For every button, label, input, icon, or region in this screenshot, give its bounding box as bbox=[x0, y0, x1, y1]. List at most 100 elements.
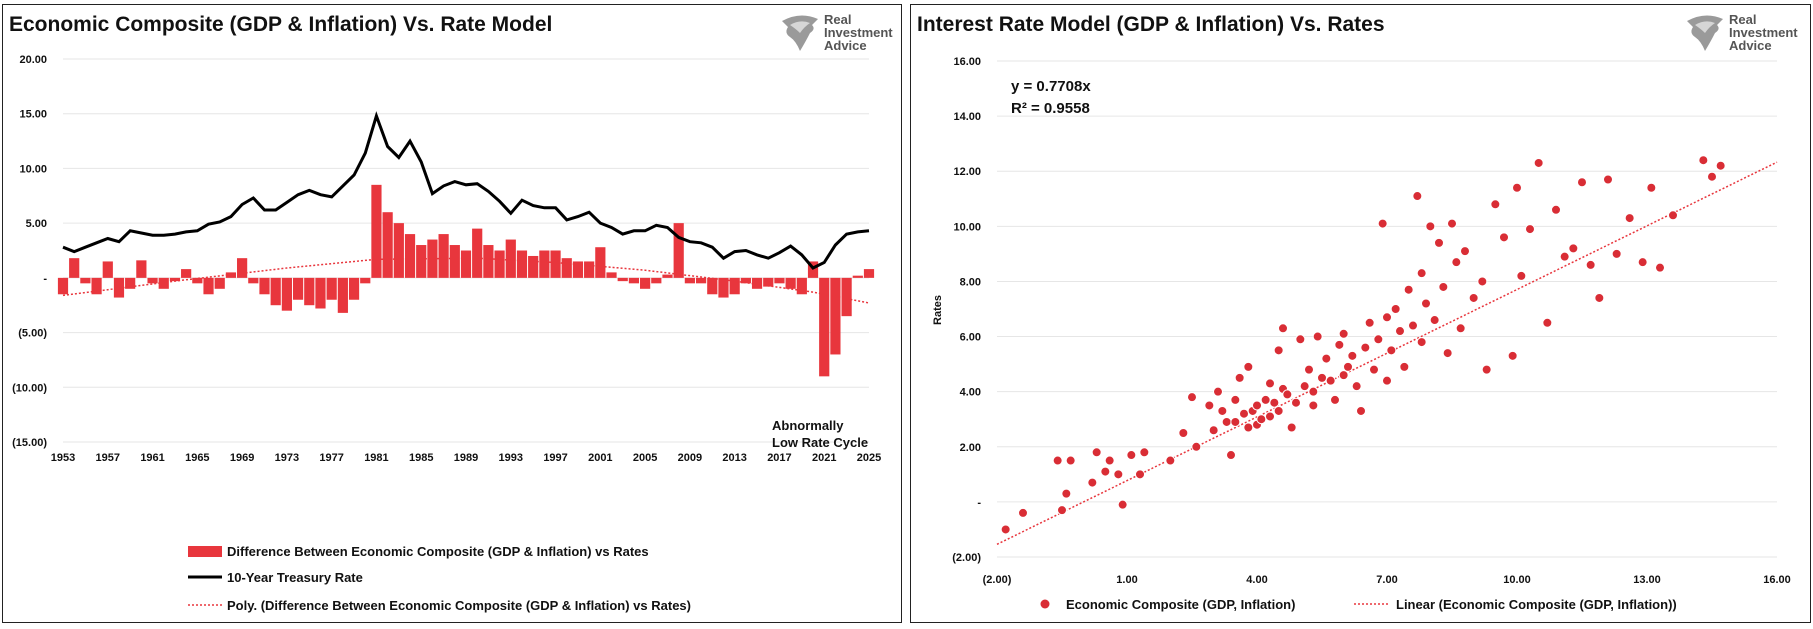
left-x-tick-label: 2021 bbox=[812, 452, 836, 464]
right-x-tick-label: 1.00 bbox=[1116, 574, 1137, 586]
difference-bar bbox=[214, 277, 225, 289]
difference-bar bbox=[147, 277, 158, 284]
scatter-point bbox=[1278, 323, 1288, 334]
difference-bar bbox=[158, 277, 169, 289]
scatter-point bbox=[1265, 378, 1275, 389]
difference-bar bbox=[237, 258, 248, 278]
right-y-tick-label: 8.00 bbox=[960, 276, 981, 288]
difference-bar bbox=[695, 277, 707, 284]
difference-bar bbox=[516, 250, 528, 278]
scatter-point bbox=[1382, 375, 1392, 386]
scatter-point bbox=[1707, 171, 1717, 182]
scatter-point bbox=[1477, 276, 1488, 287]
difference-bar bbox=[69, 258, 80, 278]
scatter-point bbox=[1442, 348, 1453, 359]
scatter-point bbox=[1018, 507, 1028, 518]
scatter-point bbox=[1594, 292, 1605, 303]
scatter-point bbox=[1611, 248, 1622, 259]
scatter-point bbox=[1234, 372, 1245, 383]
scatter-point bbox=[1299, 381, 1310, 392]
scatter-point bbox=[1351, 381, 1362, 392]
difference-bar bbox=[483, 245, 494, 278]
difference-bar bbox=[169, 277, 181, 282]
scatter-point bbox=[1312, 331, 1323, 342]
legend-linear-label: Linear (Economic Composite (GDP, Inflati… bbox=[1396, 597, 1677, 612]
left-chart-panel: Economic Composite (GDP & Inflation) Vs.… bbox=[2, 4, 902, 623]
scatter-point bbox=[1226, 450, 1236, 461]
scatter-point bbox=[1061, 488, 1072, 499]
scatter-point bbox=[1308, 386, 1319, 397]
difference-bar bbox=[438, 234, 449, 278]
left-y-tick-label: 15.00 bbox=[19, 109, 47, 121]
scatter-point bbox=[1507, 350, 1518, 361]
right-chart-panel: Interest Rate Model (GDP & Inflation) Vs… bbox=[910, 4, 1811, 623]
difference-bar bbox=[595, 247, 606, 278]
scatter-point bbox=[1000, 524, 1011, 535]
difference-bar bbox=[203, 277, 214, 295]
left-y-tick-label: 20.00 bbox=[19, 54, 47, 66]
scatter-point bbox=[1455, 323, 1466, 334]
scatter-point bbox=[1438, 281, 1449, 292]
scatter-point bbox=[1239, 408, 1249, 419]
scatter-point bbox=[1668, 210, 1678, 221]
scatter-point bbox=[1230, 416, 1241, 427]
left-x-tick-label: 1989 bbox=[454, 452, 478, 464]
difference-bar bbox=[80, 277, 91, 284]
scatter-point bbox=[1321, 353, 1332, 364]
legend-bar-label: Difference Between Economic Composite (G… bbox=[227, 544, 649, 559]
scatter-point bbox=[1317, 372, 1327, 383]
difference-bar bbox=[427, 239, 438, 278]
difference-bar bbox=[684, 277, 695, 284]
difference-bar bbox=[281, 277, 292, 311]
right-chart-svg: 16.00 14.00 12.00 10.00 8.00 6.00 4.00 2.00 - (2.… bbox=[932, 56, 1791, 612]
right-y-tick-label: (2.00) bbox=[952, 552, 981, 564]
difference-bar bbox=[584, 261, 595, 278]
scatter-point bbox=[1356, 405, 1366, 416]
annotation-line-2: Low Rate Cycle bbox=[772, 435, 868, 450]
left-x-tick-label: 1957 bbox=[96, 452, 120, 464]
logo-line-3: Advice bbox=[1729, 38, 1772, 53]
left-poly-trendline bbox=[62, 257, 870, 304]
difference-bar bbox=[304, 277, 315, 306]
left-x-tick-label: 1993 bbox=[499, 452, 523, 464]
left-y-tick-label: (15.00) bbox=[12, 437, 47, 449]
scatter-point bbox=[1304, 364, 1314, 375]
left-x-tick-label: 1965 bbox=[185, 452, 209, 464]
scatter-point bbox=[1421, 298, 1431, 309]
difference-bar bbox=[181, 269, 192, 278]
scatter-point bbox=[1104, 455, 1115, 466]
difference-bar bbox=[91, 277, 102, 295]
left-y-tick-label: 10.00 bbox=[19, 163, 47, 175]
scatter-point bbox=[1269, 397, 1280, 408]
scatter-point bbox=[1542, 317, 1553, 328]
scatter-point bbox=[1273, 345, 1284, 356]
difference-bar bbox=[662, 274, 673, 278]
scatter-point bbox=[1330, 394, 1340, 405]
difference-bar bbox=[393, 223, 404, 278]
right-logo-text: Real Investment Advice bbox=[1729, 13, 1813, 52]
scatter-point bbox=[1399, 361, 1410, 372]
right-x-tick-label: 7.00 bbox=[1376, 574, 1397, 586]
left-x-tick-label: 1973 bbox=[275, 452, 299, 464]
difference-bar bbox=[852, 275, 863, 278]
scatter-point bbox=[1403, 284, 1414, 295]
right-gridlines bbox=[997, 60, 1777, 558]
difference-bar bbox=[494, 250, 505, 278]
difference-bar bbox=[337, 277, 348, 313]
difference-bar bbox=[192, 277, 203, 284]
regression-equation: y = 0.7708x bbox=[1011, 78, 1091, 95]
difference-bar bbox=[404, 234, 416, 278]
difference-bar bbox=[348, 277, 360, 300]
scatter-point bbox=[1624, 213, 1635, 224]
right-y-tick-label: 14.00 bbox=[953, 111, 981, 123]
right-chart-title: Interest Rate Model (GDP & Inflation) Vs… bbox=[917, 13, 1385, 36]
difference-bar bbox=[628, 277, 640, 284]
left-legend: Difference Between Economic Composite (G… bbox=[188, 544, 691, 613]
legend-point-swatch bbox=[1040, 599, 1050, 609]
left-chart-svg: 20.00 15.00 10.00 5.00 - (5.00) (10.00) (15.00)… bbox=[12, 54, 881, 613]
scatter-point bbox=[1057, 505, 1067, 516]
left-x-tick-label: 2005 bbox=[633, 452, 657, 464]
right-y-axis-label: Rates bbox=[932, 295, 944, 325]
scatter-point bbox=[1338, 328, 1349, 339]
difference-bar bbox=[606, 272, 617, 278]
